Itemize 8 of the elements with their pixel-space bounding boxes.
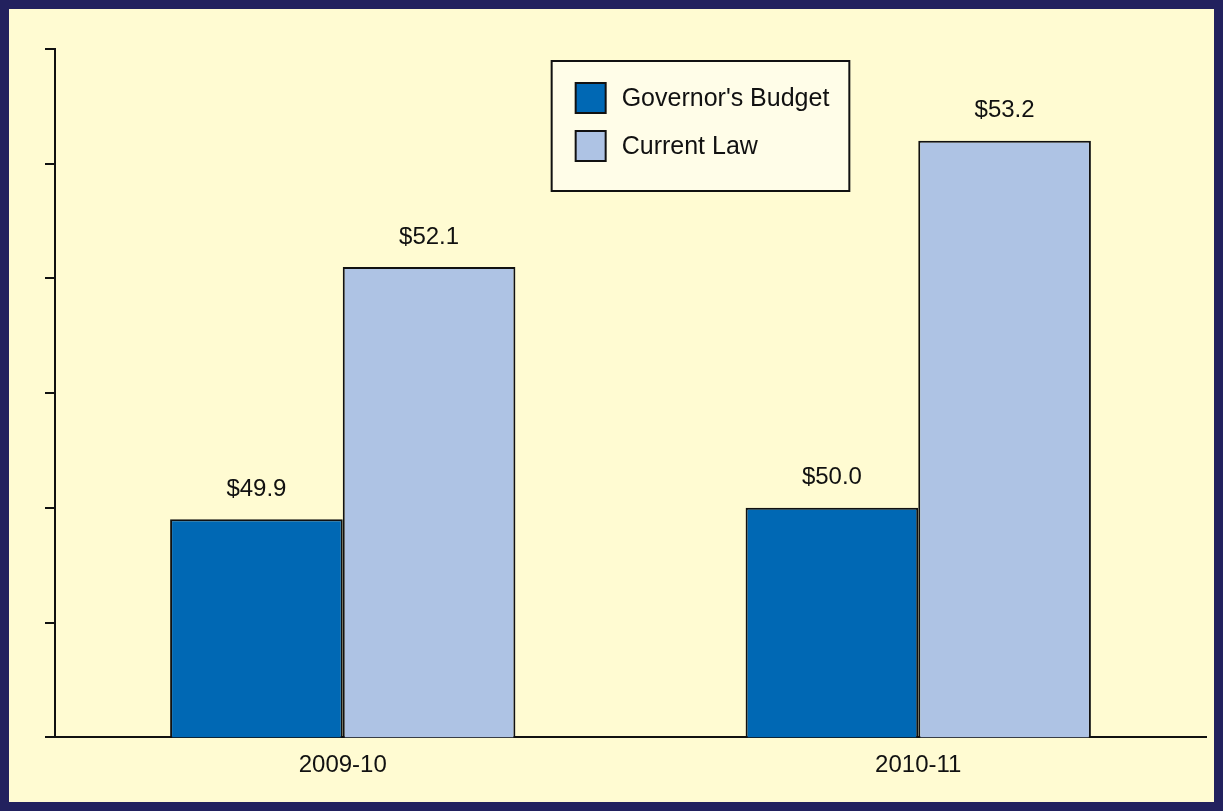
- x-tick-label: 2009-10: [298, 750, 387, 778]
- data-label: $49.9: [226, 473, 287, 501]
- x-tick-label: 2010-11: [875, 750, 962, 778]
- data-label: $52.1: [399, 221, 460, 249]
- legend-label: Current Law: [621, 130, 759, 159]
- data-label: $50.0: [801, 462, 862, 490]
- legend-label: Governor's Budget: [621, 82, 830, 111]
- data-label: $53.2: [974, 95, 1035, 123]
